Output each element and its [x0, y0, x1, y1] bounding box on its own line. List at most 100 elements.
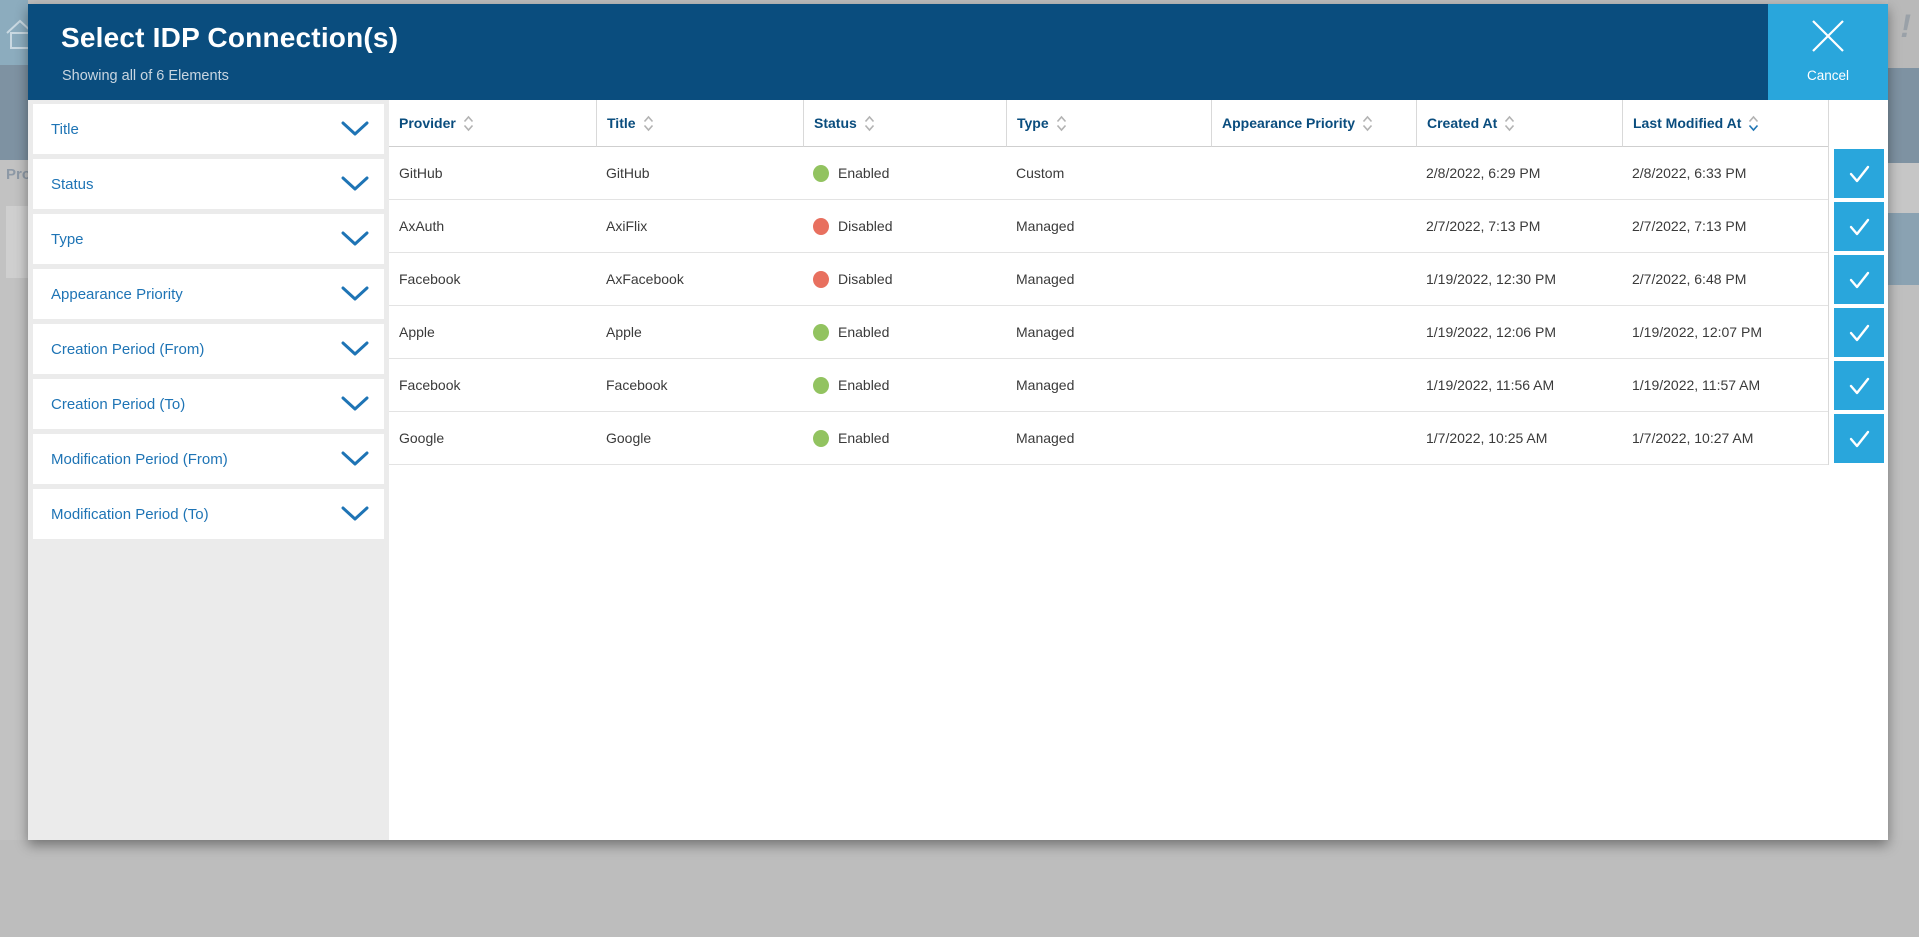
cell-created-at: 1/19/2022, 11:56 AM — [1416, 359, 1622, 412]
cell-provider: GitHub — [389, 147, 596, 200]
row-select-button[interactable] — [1834, 149, 1884, 198]
status-label: Enabled — [838, 324, 890, 340]
table-body: GitHub GitHub Enabled Custom 2/8/2022, 6:29 … — [389, 147, 1888, 465]
status-dot — [813, 323, 829, 341]
filter-label: Creation Period (From) — [51, 340, 205, 358]
filter-accordion-modification-period-from[interactable]: Modification Period (From) — [33, 434, 384, 484]
close-icon — [1812, 20, 1844, 52]
column-header-last-modified-at[interactable]: Last Modified At — [1622, 100, 1828, 147]
background-panel — [0, 160, 28, 840]
filter-label: Status — [51, 175, 94, 193]
filter-accordion-creation-period-from[interactable]: Creation Period (From) — [33, 324, 384, 374]
status-label: Disabled — [838, 218, 893, 234]
filter-accordion-modification-period-to[interactable]: Modification Period (To) — [33, 489, 384, 539]
row-select-button[interactable] — [1834, 361, 1884, 410]
status-dot — [813, 429, 829, 447]
background-card — [6, 206, 28, 278]
chevron-down-icon — [341, 286, 369, 301]
cell-select — [1828, 412, 1888, 465]
chevron-down-icon — [341, 176, 369, 191]
cell-status: Enabled — [803, 412, 1006, 465]
column-header-select — [1828, 100, 1888, 147]
cell-provider: Facebook — [389, 253, 596, 306]
connections-table: Provider Title Status Type Appearance Priori… — [389, 100, 1888, 840]
column-header-label: Type — [1017, 115, 1049, 131]
cell-created-at: 1/19/2022, 12:06 PM — [1416, 306, 1622, 359]
modal-header: Select IDP Connection(s) Showing all of … — [28, 4, 1888, 100]
column-header-created-at[interactable]: Created At — [1416, 100, 1622, 147]
cell-select — [1828, 200, 1888, 253]
filter-accordion-title[interactable]: Title — [33, 104, 384, 154]
sort-icon — [864, 115, 874, 131]
cell-last-modified-at: 1/7/2022, 10:27 AM — [1622, 412, 1828, 465]
row-select-button[interactable] — [1834, 308, 1884, 357]
background-band — [1888, 163, 1919, 213]
filter-label: Modification Period (From) — [51, 450, 228, 468]
cell-title: Google — [596, 412, 803, 465]
cell-last-modified-at: 2/7/2022, 7:13 PM — [1622, 200, 1828, 253]
cell-provider: Facebook — [389, 359, 596, 412]
checkmark-icon — [1849, 165, 1870, 182]
column-header-label: Provider — [399, 115, 456, 131]
filter-accordion-status[interactable]: Status — [33, 159, 384, 209]
cell-appearance-priority — [1211, 412, 1416, 465]
cell-appearance-priority — [1211, 359, 1416, 412]
table-row-facebook: Facebook Facebook Enabled Managed 1/19/2022,… — [389, 359, 1888, 412]
status-label: Enabled — [838, 430, 890, 446]
modal-subtitle: Showing all of 6 Elements — [62, 68, 229, 84]
status-dot — [813, 270, 829, 288]
column-header-appearance-priority[interactable]: Appearance Priority — [1211, 100, 1416, 147]
cell-last-modified-at: 1/19/2022, 12:07 PM — [1622, 306, 1828, 359]
filter-sidebar: Title Status Type Appearance Priority Creati… — [28, 100, 389, 840]
cell-select — [1828, 359, 1888, 412]
background-band — [1888, 68, 1919, 163]
column-header-provider[interactable]: Provider — [389, 100, 596, 147]
column-header-label: Appearance Priority — [1222, 115, 1356, 131]
cell-status: Disabled — [803, 200, 1006, 253]
sort-icon — [1505, 115, 1515, 131]
filter-label: Creation Period (To) — [51, 395, 186, 413]
row-select-button[interactable] — [1834, 202, 1884, 251]
table-row-axfacebook: Facebook AxFacebook Disabled Managed 1/19/20… — [389, 253, 1888, 306]
cell-provider: AxAuth — [389, 200, 596, 253]
checkmark-icon — [1849, 324, 1870, 341]
cell-appearance-priority — [1211, 253, 1416, 306]
cancel-button[interactable]: Cancel — [1768, 4, 1888, 100]
status-label: Enabled — [838, 165, 890, 181]
cell-status: Enabled — [803, 147, 1006, 200]
column-header-label: Last Modified At — [1633, 115, 1742, 131]
cell-select — [1828, 147, 1888, 200]
background-add-tile: + — [1885, 213, 1919, 488]
chevron-down-icon — [341, 396, 369, 411]
filter-accordion-type[interactable]: Type — [33, 214, 384, 264]
cell-created-at: 2/7/2022, 7:13 PM — [1416, 200, 1622, 253]
filter-label: Modification Period (To) — [51, 505, 209, 523]
chevron-down-icon — [341, 341, 369, 356]
cell-title: Apple — [596, 306, 803, 359]
cell-created-at: 1/7/2022, 10:25 AM — [1416, 412, 1622, 465]
chevron-down-icon — [341, 231, 369, 246]
column-header-type[interactable]: Type — [1006, 100, 1211, 147]
chevron-down-icon — [341, 121, 369, 136]
column-header-status[interactable]: Status — [803, 100, 1006, 147]
sort-icon — [463, 115, 473, 131]
row-select-button[interactable] — [1834, 255, 1884, 304]
select-idp-connections-modal: Select IDP Connection(s) Showing all of … — [28, 4, 1888, 840]
sort-icon — [1749, 115, 1759, 131]
row-select-button[interactable] — [1834, 414, 1884, 463]
cell-appearance-priority — [1211, 147, 1416, 200]
cancel-button-label: Cancel — [1806, 68, 1850, 83]
filter-label: Appearance Priority — [51, 285, 183, 303]
checkmark-icon — [1849, 218, 1870, 235]
table-row-github: GitHub GitHub Enabled Custom 2/8/2022, 6:29 … — [389, 147, 1888, 200]
checkmark-icon — [1849, 430, 1870, 447]
filter-accordion-creation-period-to[interactable]: Creation Period (To) — [33, 379, 384, 429]
cell-type: Managed — [1006, 412, 1211, 465]
cell-last-modified-at: 2/8/2022, 6:33 PM — [1622, 147, 1828, 200]
cell-created-at: 2/8/2022, 6:29 PM — [1416, 147, 1622, 200]
sort-icon — [1056, 115, 1066, 131]
cell-last-modified-at: 1/19/2022, 11:57 AM — [1622, 359, 1828, 412]
filter-accordion-appearance-priority[interactable]: Appearance Priority — [33, 269, 384, 319]
column-header-title[interactable]: Title — [596, 100, 803, 147]
cell-status: Enabled — [803, 306, 1006, 359]
